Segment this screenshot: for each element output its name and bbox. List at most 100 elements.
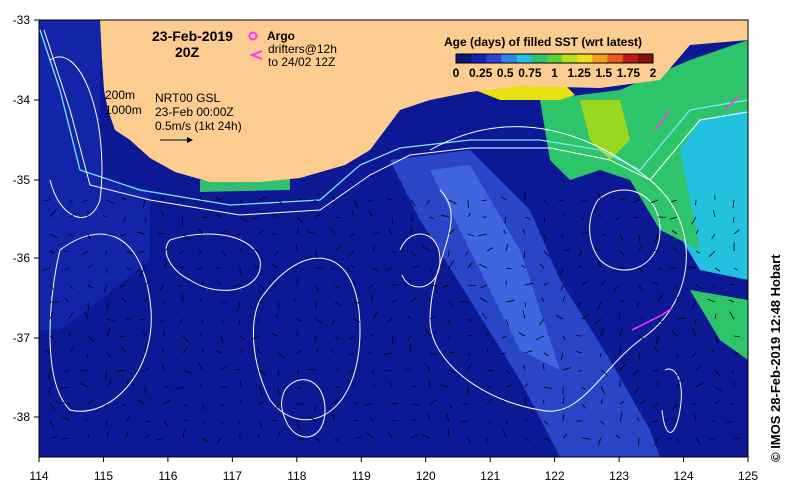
- velocity-arrow: [315, 250, 318, 259]
- velocity-arrow: [543, 233, 547, 241]
- velocity-arrow: [600, 328, 604, 337]
- drifter-track-3: [631, 307, 673, 331]
- velocity-arrow: [44, 349, 51, 354]
- velocity-arrow: [687, 266, 697, 269]
- velocity-arrow: [314, 403, 317, 412]
- velocity-arrow: [410, 199, 416, 207]
- velocity-arrow: [636, 301, 640, 308]
- velocity-arrow: [714, 386, 722, 392]
- velocity-arrow: [369, 416, 374, 422]
- velocity-arrow: [348, 369, 355, 374]
- velocity-arrow: [388, 228, 393, 235]
- colorbar-swatch: [471, 54, 487, 63]
- velocity-arrow: [479, 263, 488, 269]
- velocity-arrow: [478, 233, 488, 237]
- velocity-arrow: [732, 216, 735, 223]
- velocity-arrow: [692, 352, 697, 358]
- velocity-arrow: [275, 314, 279, 320]
- colorbar-swatch: [456, 54, 472, 63]
- velocity-arrow: [296, 369, 300, 376]
- velocity-arrow: [711, 233, 716, 240]
- velocity-arrow: [125, 416, 130, 422]
- velocity-arrow: [364, 403, 374, 406]
- velocity-arrow: [237, 420, 241, 426]
- credit-label: © IMOS 28-Feb-2019 12:48 Hobart: [768, 254, 783, 462]
- lon-tick-label: 116: [158, 469, 177, 483]
- velocity-arrow: [524, 396, 527, 405]
- velocity-arrow: [68, 284, 74, 290]
- velocity-arrow: [144, 279, 151, 286]
- velocity-arrow: [672, 418, 678, 422]
- velocity-arrow: [334, 335, 339, 340]
- velocity-arrow: [539, 318, 545, 326]
- velocity-arrow: [600, 398, 603, 405]
- age-patch-southeast: [690, 290, 748, 360]
- velocity-arrow: [555, 315, 564, 320]
- velocity-arrow: [174, 386, 184, 390]
- velocity-arrow: [448, 403, 453, 409]
- velocity-arrow: [296, 318, 302, 322]
- velocity-arrow: [505, 267, 512, 270]
- velocity-arrow: [543, 399, 545, 405]
- velocity-arrow: [87, 399, 94, 405]
- velocity-arrow: [49, 311, 54, 320]
- velocity-arrow: [691, 216, 697, 225]
- velocity-arrow: [353, 402, 359, 405]
- velocity-arrow: [254, 265, 260, 269]
- velocity-arrow: [428, 378, 431, 388]
- velocity-arrow: [558, 199, 564, 202]
- velocity-arrow: [258, 229, 264, 235]
- velocity-arrow: [144, 367, 150, 371]
- velocity-arrow: [138, 250, 146, 254]
- velocity-arrow: [447, 429, 450, 439]
- velocity-arrow: [163, 399, 171, 405]
- velocity-arrow: [82, 250, 89, 256]
- velocity-arrow: [315, 284, 319, 293]
- colorbar-tick-label: 1.5: [595, 66, 612, 80]
- velocity-arrow: [315, 318, 323, 324]
- velocity-arrow: [332, 195, 336, 201]
- velocity-arrow: [372, 267, 378, 272]
- velocity-arrow: [49, 250, 55, 254]
- velocity-arrow: [424, 362, 431, 371]
- velocity-arrow: [103, 403, 108, 408]
- velocity-arrow: [714, 335, 719, 344]
- velocity-arrow: [410, 403, 420, 406]
- velocity-arrow: [216, 437, 222, 444]
- velocity-arrow: [256, 346, 260, 354]
- velocity-arrow: [137, 399, 146, 405]
- velocity-arrow: [125, 379, 130, 388]
- velocity-arrow: [522, 229, 526, 235]
- velocity-arrow: [503, 229, 507, 235]
- drifter-track-1: [724, 94, 741, 111]
- colorbar-swatch: [516, 54, 533, 63]
- velocity-arrow: [349, 233, 355, 236]
- velocity-arrow: [505, 384, 513, 388]
- velocity-arrow: [201, 347, 205, 354]
- velocity-arrow: [178, 250, 184, 255]
- colorbar-swatch: [637, 54, 654, 63]
- velocity-arrow: [577, 264, 583, 269]
- product-label: NRT00 GSL: [155, 91, 220, 105]
- velocity-arrow: [81, 199, 89, 203]
- velocity-arrow: [314, 335, 317, 341]
- velocity-arrow: [182, 419, 189, 422]
- velocity-arrow: [49, 335, 55, 340]
- velocity-arrow: [119, 284, 127, 287]
- lon-tick-label: 118: [287, 469, 306, 483]
- velocity-arrow: [331, 318, 336, 325]
- velocity-arrows: [41, 192, 740, 446]
- velocity-arrow: [733, 352, 740, 355]
- velocity-arrow: [410, 434, 418, 439]
- velocity-arrow: [258, 386, 263, 396]
- velocity-arrow: [68, 331, 71, 337]
- velocity-arrow: [448, 199, 457, 205]
- velocity-arrow: [142, 331, 146, 337]
- velocity-arrow: [372, 311, 379, 320]
- velocity-arrow: [182, 335, 189, 343]
- velocity-arrow: [654, 233, 659, 243]
- velocity-arrow: [296, 277, 299, 286]
- velocity-arrow: [733, 267, 739, 271]
- colorbar-ticks: 0 0.25 0.5 0.75 1 1.25 1.5 1.75 2: [453, 66, 657, 80]
- time-label: 20Z: [175, 44, 200, 60]
